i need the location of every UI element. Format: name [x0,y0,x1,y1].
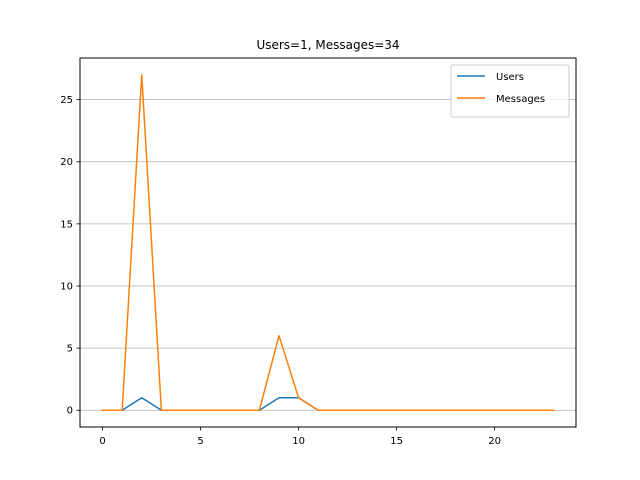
x-tick-label: 0 [99,436,105,447]
axes: 0 5 10 15 20 25 0 5 10 15 20 [60,95,501,447]
legend: Users Messages [450,64,570,118]
y-tick-label: 15 [60,219,73,230]
legend-label: Users [496,72,524,83]
y-tick-label: 25 [60,95,73,106]
chart-title: Users=1, Messages=34 [256,38,399,52]
y-tick-label: 20 [60,157,73,168]
legend-box [450,64,570,118]
x-tick-label: 20 [488,436,501,447]
y-tick-label: 10 [60,281,73,292]
legend-label: Messages [496,94,545,105]
series-lines [101,74,555,411]
x-tick-label: 5 [197,436,203,447]
y-tick-label: 0 [67,406,73,417]
series-line-messages [101,74,555,411]
y-tick-label: 5 [67,344,73,355]
x-tick-label: 15 [390,436,403,447]
plot-area-frame [79,57,577,428]
x-tick-label: 10 [292,436,305,447]
